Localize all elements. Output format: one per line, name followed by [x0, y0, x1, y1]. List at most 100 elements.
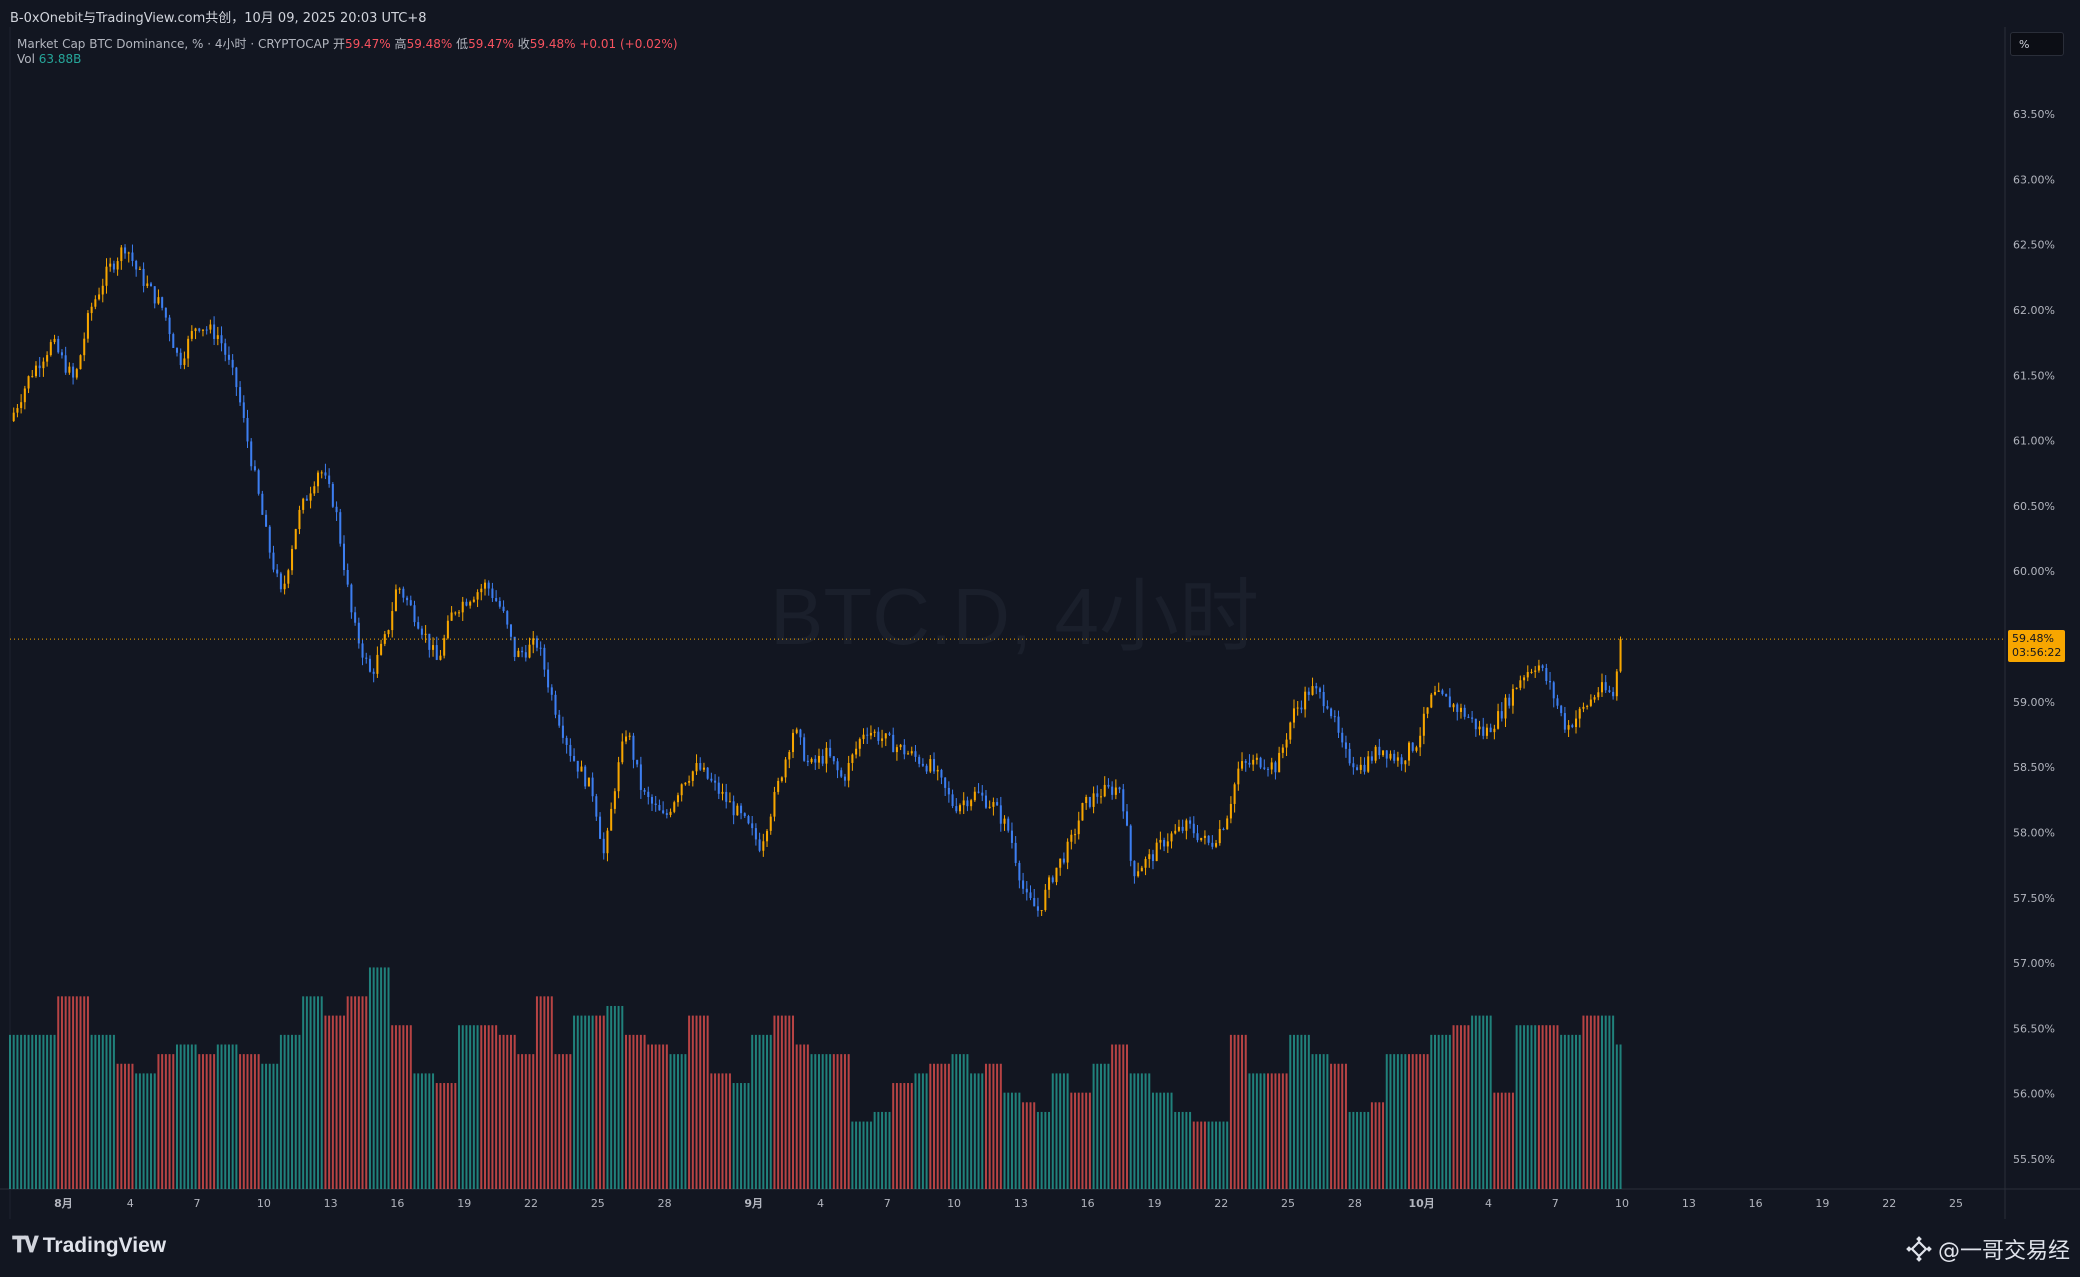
- candle-body: [194, 328, 197, 332]
- volume-bar: [1244, 1034, 1247, 1189]
- volume-bar: [1085, 1092, 1088, 1189]
- volume-bar: [884, 1111, 887, 1189]
- volume-bar: [491, 1025, 494, 1189]
- candle-body: [168, 317, 171, 335]
- candle-body: [550, 687, 553, 695]
- candle-body: [769, 816, 772, 831]
- volume-bar: [869, 1121, 872, 1189]
- volume-bar: [1378, 1102, 1381, 1189]
- volume-bar: [840, 1054, 843, 1189]
- candle-body: [1574, 718, 1578, 728]
- candle-body: [1185, 820, 1188, 831]
- volume-bar: [1274, 1073, 1277, 1189]
- volume-bar: [1489, 1015, 1492, 1189]
- volume-bar: [1348, 1111, 1351, 1189]
- candle-body: [576, 760, 579, 772]
- candle-body: [1118, 787, 1121, 790]
- y-tick-label: 56.00%: [2013, 1088, 2055, 1101]
- volume-bar: [699, 1015, 702, 1189]
- candle-body: [1396, 757, 1399, 761]
- volume-bar: [587, 1015, 590, 1189]
- candle-body: [1452, 704, 1455, 708]
- candle-body: [1578, 708, 1581, 719]
- y-tick-label: 61.50%: [2013, 369, 2055, 382]
- volume-bar: [368, 967, 371, 1189]
- x-tick-label: 19: [1815, 1197, 1829, 1210]
- candle-body: [60, 352, 63, 356]
- y-tick-label: 62.00%: [2013, 304, 2055, 317]
- volume-bar: [1318, 1054, 1321, 1189]
- candle-body: [806, 760, 809, 763]
- candle-body: [1200, 837, 1203, 841]
- volume-bar: [1003, 1092, 1006, 1189]
- vol-label: Vol: [17, 52, 35, 66]
- candle-body: [320, 472, 323, 474]
- candle-body: [1415, 747, 1418, 751]
- candle-body: [365, 657, 368, 659]
- candle-body: [1304, 691, 1307, 710]
- unit-toggle-button[interactable]: %: [2010, 32, 2064, 56]
- candle-body: [354, 612, 357, 623]
- candle-body: [1044, 889, 1047, 911]
- candle-body: [1133, 860, 1136, 877]
- volume-bar: [881, 1111, 884, 1189]
- volume-bar: [409, 1025, 412, 1189]
- volume-bar: [599, 1015, 602, 1189]
- candle-body: [751, 823, 754, 829]
- candle-body: [446, 620, 449, 639]
- volume-bar: [324, 1015, 327, 1189]
- candle-body: [1389, 753, 1392, 759]
- volume-bar: [12, 1034, 15, 1189]
- volume-bar: [79, 996, 82, 1189]
- candle-body: [391, 611, 394, 631]
- volume-bar: [461, 1025, 464, 1189]
- candle-body: [725, 791, 728, 802]
- legend-high-label: 高: [394, 37, 407, 51]
- volume-bar: [90, 1034, 93, 1189]
- candle-body: [702, 767, 705, 770]
- volume-bar: [231, 1044, 234, 1189]
- volume-bar: [929, 1063, 932, 1189]
- candle-body: [49, 342, 52, 356]
- candle-body: [1255, 757, 1258, 760]
- candle-body: [272, 552, 275, 570]
- volume-bar: [1040, 1111, 1043, 1189]
- candle-body: [276, 569, 279, 574]
- candle-body: [1530, 671, 1533, 673]
- author-watermark: @一哥交易经: [1906, 1233, 2070, 1265]
- candle-body: [1099, 796, 1103, 798]
- candle-body: [1207, 835, 1210, 843]
- volume-bar: [75, 996, 78, 1189]
- candle-body: [131, 252, 134, 261]
- candle-body: [64, 355, 67, 373]
- volume-bar: [743, 1083, 746, 1189]
- x-tick-label: 4: [1485, 1197, 1492, 1210]
- candle-body: [68, 366, 71, 373]
- volume-bar: [120, 1063, 123, 1189]
- legend-high-value: 59.48%: [406, 37, 453, 51]
- candle-body: [628, 735, 631, 737]
- tradingview-logo[interactable]: 𝐓𝐕 TradingView: [12, 1233, 166, 1258]
- candle-body: [1356, 767, 1359, 770]
- volume-bar: [970, 1073, 973, 1189]
- volume-bar: [1426, 1054, 1429, 1189]
- x-tick-label: 19: [1147, 1197, 1161, 1210]
- candle-body: [1014, 842, 1017, 863]
- candle-body: [46, 355, 49, 362]
- candle-body: [372, 671, 375, 674]
- volume-bar: [350, 996, 353, 1189]
- candle-body: [981, 792, 984, 796]
- candle-body: [305, 498, 308, 501]
- volume-bar: [372, 967, 375, 1189]
- author-name: @一哥交易经: [1937, 1239, 2070, 1264]
- volume-bar: [996, 1063, 999, 1189]
- volume-bar: [276, 1063, 279, 1189]
- price-chart[interactable]: 63.50% 63.00% 62.50% 62.00% 61.50% 61.00% 60.5…: [0, 0, 2080, 1219]
- candle-body: [291, 548, 294, 571]
- candle-body: [955, 806, 958, 812]
- candle-body: [832, 756, 835, 762]
- volume-bar: [1048, 1111, 1051, 1189]
- candle-body: [146, 283, 149, 286]
- candle-body: [758, 839, 761, 851]
- volume-bar: [346, 996, 349, 1189]
